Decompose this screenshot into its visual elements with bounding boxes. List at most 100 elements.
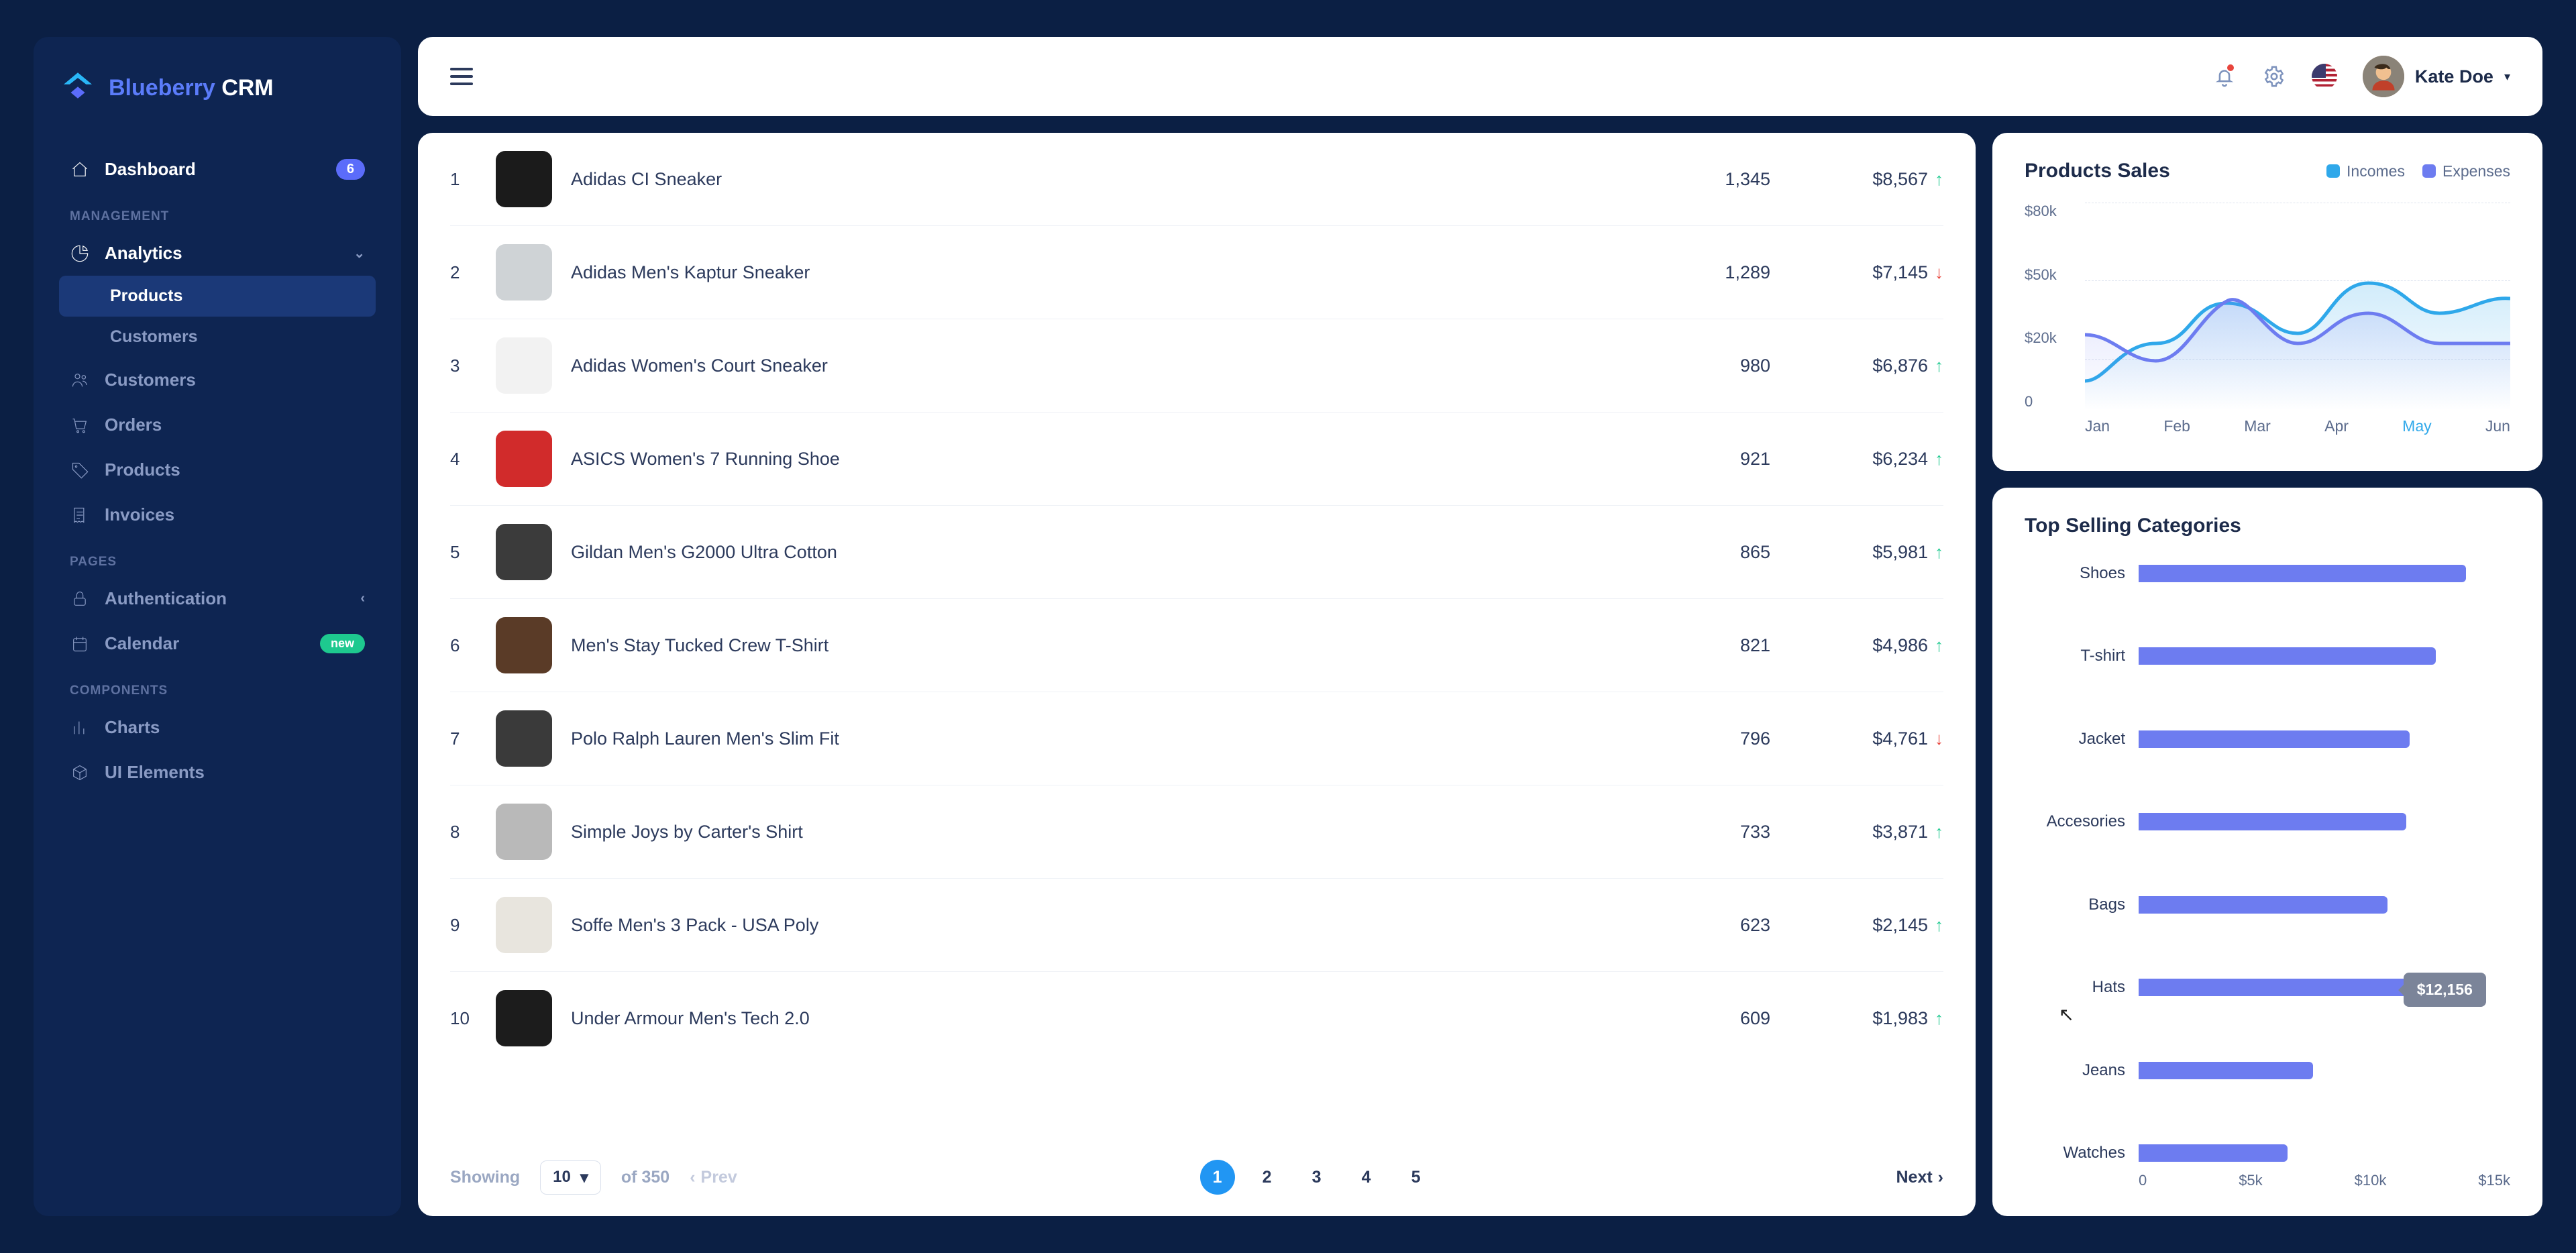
sidebar-item-label-ui-elements: UI Elements — [105, 762, 205, 783]
main-column: Kate Doe ▾ 1 Adidas CI Sneaker 1,345 $8,… — [418, 37, 2542, 1216]
showing-label: Showing — [450, 1168, 520, 1187]
table-row[interactable]: 8 Simple Joys by Carter's Shirt 733 $3,8… — [450, 785, 1943, 879]
product-revenue: $7,145 ↓ — [1789, 262, 1943, 283]
x-axis-jun[interactable]: Jun — [2485, 417, 2510, 444]
product-units: 1,289 — [1670, 262, 1770, 283]
product-rank: 1 — [450, 169, 477, 190]
sidebar-item-label-customers: Customers — [105, 370, 196, 390]
sidebar-item-products[interactable]: Products — [59, 447, 376, 492]
page-number-1[interactable]: 1 — [1200, 1160, 1235, 1195]
x-axis-apr[interactable]: Apr — [2324, 417, 2349, 444]
brand-logo-group[interactable]: Blueberry CRM — [59, 69, 376, 107]
sidebar-item-orders[interactable]: Orders — [59, 402, 376, 447]
table-row[interactable]: 9 Soffe Men's 3 Pack - USA Poly 623 $2,1… — [450, 879, 1943, 972]
pagination-controls: Showing 10 ▾ of 350 ‹ Prev 1 — [450, 1138, 1943, 1216]
table-row[interactable]: 6 Men's Stay Tucked Crew T-Shirt 821 $4,… — [450, 599, 1943, 692]
product-rank: 5 — [450, 542, 477, 563]
sidebar-subitem-products[interactable]: Products — [59, 276, 376, 317]
table-row[interactable]: 1 Adidas CI Sneaker 1,345 $8,567 ↑ — [450, 133, 1943, 226]
category-bar-row[interactable]: Jacket — [2025, 730, 2510, 749]
page-number-4[interactable]: 4 — [1349, 1160, 1384, 1195]
sales-chart-x-axis: Jan Feb Mar Apr May Jun — [2085, 417, 2510, 444]
category-bar-row[interactable]: Hats $12,156 ↖ — [2025, 978, 2510, 997]
chevron-down-icon[interactable]: ⌄ — [354, 245, 365, 262]
trend-up-icon: ↑ — [1935, 635, 1943, 656]
product-thumbnail — [496, 617, 552, 673]
chevron-down-icon: ▾ — [580, 1168, 588, 1187]
category-bar-row[interactable]: Shoes — [2025, 564, 2510, 583]
user-profile-menu[interactable]: Kate Doe ▾ — [2363, 56, 2510, 97]
sidebar-item-calendar[interactable]: Calendar new — [59, 621, 376, 666]
page-number-3[interactable]: 3 — [1299, 1160, 1334, 1195]
pie-chart-icon — [70, 243, 90, 264]
x-axis-feb[interactable]: Feb — [2163, 417, 2190, 444]
category-bar-row[interactable]: T-shirt — [2025, 647, 2510, 665]
table-row[interactable]: 2 Adidas Men's Kaptur Sneaker 1,289 $7,1… — [450, 226, 1943, 319]
trend-up-icon: ↑ — [1935, 449, 1943, 470]
notifications-icon[interactable] — [2212, 64, 2237, 89]
table-row[interactable]: 3 Adidas Women's Court Sneaker 980 $6,87… — [450, 319, 1943, 413]
prev-page-button[interactable]: ‹ Prev — [690, 1168, 737, 1187]
sales-chart-svg — [2085, 203, 2510, 411]
product-units: 865 — [1670, 542, 1770, 563]
x-axis-mar[interactable]: Mar — [2244, 417, 2271, 444]
table-row[interactable]: 7 Polo Ralph Lauren Men's Slim Fit 796 $… — [450, 692, 1943, 785]
sidebar-subitem-customers[interactable]: Customers — [59, 317, 376, 358]
product-revenue: $5,981 ↑ — [1789, 542, 1943, 563]
product-units: 980 — [1670, 356, 1770, 376]
x-axis-may[interactable]: May — [2402, 417, 2431, 444]
product-name: Polo Ralph Lauren Men's Slim Fit — [571, 728, 1651, 749]
table-row[interactable]: 5 Gildan Men's G2000 Ultra Cotton 865 $5… — [450, 506, 1943, 599]
category-bar-row[interactable]: Watches — [2025, 1144, 2510, 1162]
brand-name-secondary: CRM — [221, 75, 273, 101]
chevron-down-icon: ▾ — [2504, 70, 2510, 84]
sales-chart-legend: Incomes Expenses — [2326, 162, 2510, 180]
content-row: 1 Adidas CI Sneaker 1,345 $8,567 ↑ 2 Adi… — [418, 133, 2542, 1216]
calendar-icon — [70, 634, 90, 654]
table-row[interactable]: 4 ASICS Women's 7 Running Shoe 921 $6,23… — [450, 413, 1943, 506]
product-units: 796 — [1670, 728, 1770, 749]
next-page-button[interactable]: Next › — [1896, 1168, 1943, 1187]
chevron-left-icon[interactable]: ‹ — [360, 591, 365, 606]
sidebar-item-label-invoices: Invoices — [105, 504, 174, 525]
settings-icon[interactable] — [2262, 64, 2286, 89]
product-rank: 4 — [450, 449, 477, 470]
total-count-label: of 350 — [621, 1168, 669, 1187]
sidebar-item-authentication[interactable]: Authentication ‹ — [59, 576, 376, 621]
sidebar-item-invoices[interactable]: Invoices — [59, 492, 376, 537]
language-flag-icon[interactable] — [2312, 64, 2337, 89]
table-row[interactable]: 10 Under Armour Men's Tech 2.0 609 $1,98… — [450, 972, 1943, 1065]
management-section-label: MANAGEMENT — [70, 209, 376, 224]
product-units: 623 — [1670, 915, 1770, 936]
trend-down-icon: ↓ — [1935, 728, 1943, 749]
trend-up-icon: ↑ — [1935, 822, 1943, 842]
top-selling-categories-card: Top Selling Categories Shoes T-shirt Jac… — [1992, 488, 2542, 1216]
x-axis-jan[interactable]: Jan — [2085, 417, 2110, 444]
chevron-left-icon: ‹ — [690, 1168, 695, 1187]
hamburger-menu-icon[interactable] — [450, 68, 473, 85]
per-page-dropdown[interactable]: 10 ▾ — [540, 1160, 601, 1195]
product-name: Adidas CI Sneaker — [571, 169, 1651, 190]
categories-bar-chart: Shoes T-shirt Jacket Accesories — [2025, 564, 2510, 1162]
product-rank: 6 — [450, 635, 477, 656]
sidebar-item-ui-elements[interactable]: UI Elements — [59, 750, 376, 795]
expenses-legend-label: Expenses — [2443, 162, 2510, 180]
product-thumbnail — [496, 524, 552, 580]
product-name: Soffe Men's 3 Pack - USA Poly — [571, 915, 1651, 936]
category-bar-row[interactable]: Accesories — [2025, 812, 2510, 831]
sidebar-item-charts[interactable]: Charts — [59, 705, 376, 750]
page-number-5[interactable]: 5 — [1399, 1160, 1434, 1195]
page-number-2[interactable]: 2 — [1250, 1160, 1285, 1195]
sidebar-item-dashboard[interactable]: Dashboard 6 — [59, 147, 376, 192]
product-rank: 9 — [450, 915, 477, 936]
category-bar-row[interactable]: Jeans — [2025, 1061, 2510, 1080]
sidebar-item-label-analytics: Analytics — [105, 243, 182, 264]
sidebar-item-customers[interactable]: Customers — [59, 358, 376, 402]
product-units: 733 — [1670, 822, 1770, 842]
sidebar-item-label-orders: Orders — [105, 415, 162, 435]
sidebar-item-analytics[interactable]: Analytics ⌄ — [59, 231, 376, 276]
product-name: Gildan Men's G2000 Ultra Cotton — [571, 542, 1651, 563]
topbar-actions: Kate Doe ▾ — [2212, 56, 2510, 97]
product-revenue: $6,876 ↑ — [1789, 356, 1943, 376]
category-bar-row[interactable]: Bags — [2025, 895, 2510, 914]
